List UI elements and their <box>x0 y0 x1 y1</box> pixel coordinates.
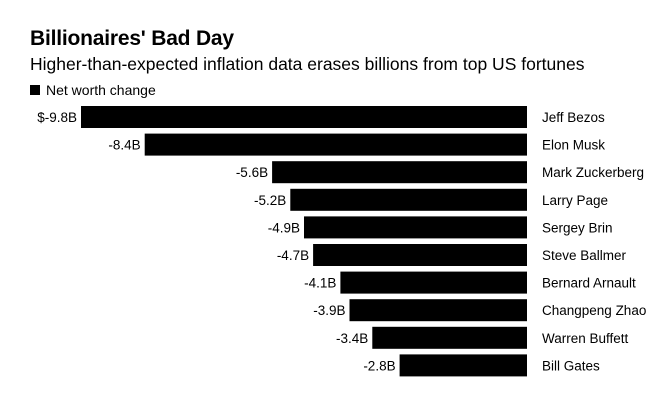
value-label: -4.9B <box>268 220 300 235</box>
bar-bill-gates <box>399 354 527 377</box>
category-label: Bill Gates <box>542 358 600 373</box>
value-label: -5.6B <box>236 165 268 180</box>
category-label: Elon Musk <box>542 138 605 153</box>
bar-warren-buffett <box>372 326 527 349</box>
category-label: Steve Ballmer <box>542 248 627 263</box>
bar-bernard-arnault <box>340 271 527 294</box>
bar-elon-musk <box>144 133 527 156</box>
category-label: Larry Page <box>542 193 608 208</box>
bar-steve-ballmer <box>313 244 527 266</box>
value-label: -3.9B <box>313 303 345 318</box>
category-label: Changpeng Zhao <box>542 303 646 318</box>
category-label: Bernard Arnault <box>542 276 636 291</box>
value-label: -5.2B <box>254 193 286 208</box>
value-label: -8.4B <box>108 138 140 153</box>
category-label: Jeff Bezos <box>542 110 605 125</box>
category-label: Warren Buffett <box>542 331 629 346</box>
bar-sergey-brin <box>304 216 527 239</box>
category-label: Mark Zuckerberg <box>542 165 644 180</box>
category-label: Sergey Brin <box>542 220 613 235</box>
value-label: -3.4B <box>336 331 368 346</box>
chart-title: Billionaires' Bad Day <box>30 27 234 50</box>
value-label: -4.1B <box>304 276 336 291</box>
bar-larry-page <box>290 188 527 211</box>
legend-swatch <box>30 85 40 95</box>
legend-label: Net worth change <box>46 82 156 98</box>
bar-mark-zuckerberg <box>272 161 527 184</box>
value-label: -2.8B <box>363 358 395 373</box>
chart-subtitle: Higher-than-expected inflation data eras… <box>30 54 585 74</box>
legend: Net worth change <box>30 82 156 98</box>
value-label: -4.7B <box>277 248 309 263</box>
value-label: $-9.8B <box>37 110 77 125</box>
bar-changpeng-zhao <box>349 299 527 322</box>
bar-jeff-bezos <box>81 106 527 128</box>
